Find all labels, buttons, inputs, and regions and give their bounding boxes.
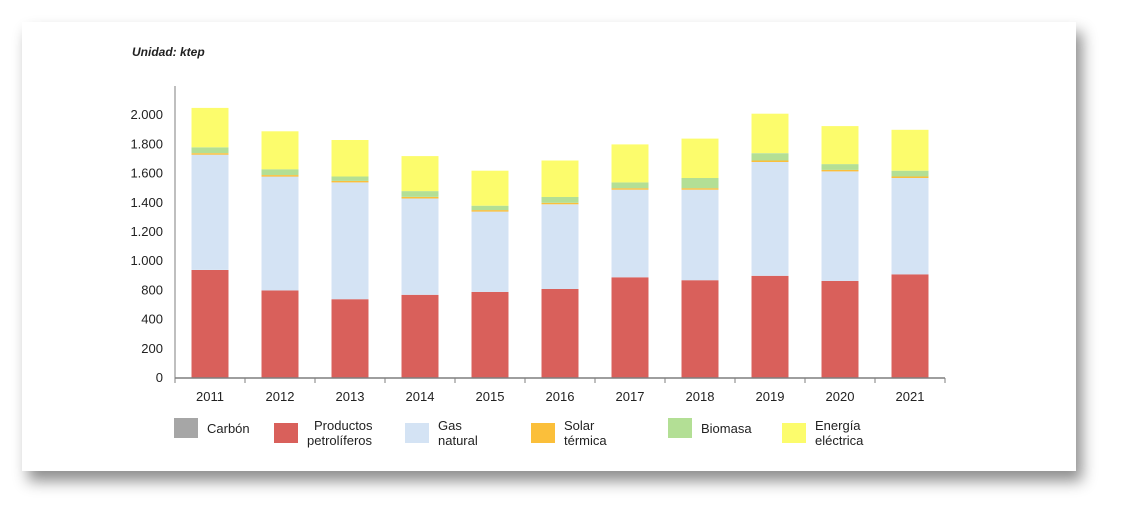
bar-segment-2015-s4	[471, 205, 509, 211]
x-tick-label: 2020	[826, 389, 855, 404]
bar-segment-2011-s5	[191, 107, 229, 148]
legend-label-carbon: Carbón	[207, 420, 250, 436]
bar-segment-2014-s3	[401, 197, 439, 199]
x-tick-label: 2017	[616, 389, 645, 404]
legend-label-gas-natural: Gas natural	[438, 418, 478, 448]
x-tick-label: 2011	[196, 389, 224, 404]
bar-segment-2019-s4	[751, 153, 789, 161]
x-tick-label: 2013	[336, 389, 365, 404]
bar-segment-2017-s2	[611, 189, 649, 278]
bar-segment-2018-s5	[681, 138, 719, 178]
legend-swatch-solar-termica	[531, 423, 555, 443]
x-tick-label: 2019	[756, 389, 785, 404]
bar-segment-2018-s4	[681, 178, 719, 189]
bar-segment-2013-s3	[331, 180, 369, 183]
x-tick-label: 2018	[686, 389, 715, 404]
bar-segment-2012-s5	[261, 131, 299, 170]
bar-segment-2020-s2	[821, 171, 859, 281]
bar-segment-2016-s4	[541, 197, 579, 203]
legend-item-solar-termica: Solar térmica	[531, 418, 607, 448]
legend-label-biomasa: Biomasa	[701, 420, 752, 436]
bar-segment-2019-s1	[751, 275, 789, 378]
bar-segment-2015-s2	[471, 211, 509, 292]
legend-label-solar-termica: Solar térmica	[564, 418, 607, 448]
y-tick-label: 800	[141, 282, 163, 297]
bar-segment-2011-s3	[191, 153, 229, 155]
bar-segment-2020-s4	[821, 164, 859, 170]
bar-segment-2021-s2	[891, 178, 929, 275]
legend-item-energia-electrica: Energía eléctrica	[782, 418, 863, 448]
bar-segment-2017-s5	[611, 144, 649, 183]
bar-segment-2011-s2	[191, 154, 229, 270]
bar-segment-2013-s2	[331, 182, 369, 300]
bar-segment-2015-s1	[471, 291, 509, 378]
bar-segment-2017-s3	[611, 188, 649, 190]
bar-segment-2013-s1	[331, 299, 369, 378]
x-tick-label: 2021	[896, 389, 925, 404]
legend-swatch-carbon	[174, 418, 198, 438]
legend-swatch-energia-electrica	[782, 423, 806, 443]
legend-item-gas-natural: Gas natural	[405, 418, 478, 448]
bar-segment-2014-s2	[401, 198, 439, 295]
bar-segment-2015-s3	[471, 210, 509, 212]
y-tick-label: 200	[141, 341, 163, 356]
bar-segment-2020-s1	[821, 280, 859, 378]
bar-segment-2011-s1	[191, 270, 229, 378]
bar-segment-2014-s4	[401, 191, 439, 197]
y-tick-label: 2.000	[130, 107, 163, 122]
legend-swatch-biomasa	[668, 418, 692, 438]
bar-segment-2016-s2	[541, 204, 579, 289]
bar-segment-2021-s5	[891, 129, 929, 171]
bar-segment-2020-s5	[821, 126, 859, 165]
bar-segment-2019-s3	[751, 160, 789, 162]
bar-segment-2012-s2	[261, 176, 299, 291]
bar-segment-2011-s4	[191, 147, 229, 154]
bar-segment-2018-s3	[681, 188, 719, 190]
bar-segment-2012-s1	[261, 290, 299, 378]
bar-segment-2012-s3	[261, 175, 299, 177]
bar-segment-2021-s4	[891, 170, 929, 177]
legend-swatch-productos-petroliferos	[274, 423, 298, 443]
bar-segment-2017-s1	[611, 277, 649, 378]
bar-segment-2019-s5	[751, 113, 789, 154]
y-tick-label: 1.600	[130, 166, 163, 181]
legend-label-petro-line1: Productos	[314, 418, 373, 433]
y-tick-label: 1.200	[130, 224, 163, 239]
bar-segment-2016-s5	[541, 160, 579, 197]
bar-segment-2021-s3	[891, 176, 929, 178]
bar-segment-2017-s4	[611, 182, 649, 189]
y-tick-label: 1.400	[130, 195, 163, 210]
bar-segment-2012-s4	[261, 169, 299, 175]
bar-segment-2021-s1	[891, 274, 929, 378]
y-tick-label: 1.800	[130, 136, 163, 151]
legend-item-biomasa: Biomasa	[668, 418, 752, 438]
bar-segment-2018-s1	[681, 280, 719, 378]
bar-segment-2019-s2	[751, 161, 789, 276]
bar-segment-2018-s2	[681, 189, 719, 281]
legend-item-productos-petroliferos: Productos petrolíferos	[274, 418, 373, 448]
bar-segment-2015-s5	[471, 170, 509, 206]
x-tick-label: 2016	[546, 389, 575, 404]
x-tick-label: 2015	[476, 389, 505, 404]
legend-item-carbon: Carbón	[174, 418, 250, 438]
unit-label: Unidad: ktep	[132, 45, 205, 59]
y-tick-label: 1.000	[130, 253, 163, 268]
x-tick-label: 2012	[266, 389, 295, 404]
bar-segment-2014-s1	[401, 294, 439, 378]
bar-segment-2014-s5	[401, 156, 439, 192]
y-tick-label: 400	[141, 312, 163, 327]
y-tick-label: 0	[156, 370, 163, 385]
bar-segment-2013-s4	[331, 176, 369, 181]
bar-segment-2020-s3	[821, 169, 859, 172]
legend-swatch-gas-natural	[405, 423, 429, 443]
legend-label-energia-electrica: Energía eléctrica	[815, 418, 864, 448]
bar-segment-2016-s3	[541, 202, 579, 205]
legend-label-productos-petroliferos: Productos petrolíferos	[307, 418, 373, 448]
bar-segment-2016-s1	[541, 288, 579, 378]
x-tick-label: 2014	[406, 389, 435, 404]
legend-label-petro-line2: petrolíferos	[307, 433, 373, 448]
bar-segment-2013-s5	[331, 140, 369, 177]
